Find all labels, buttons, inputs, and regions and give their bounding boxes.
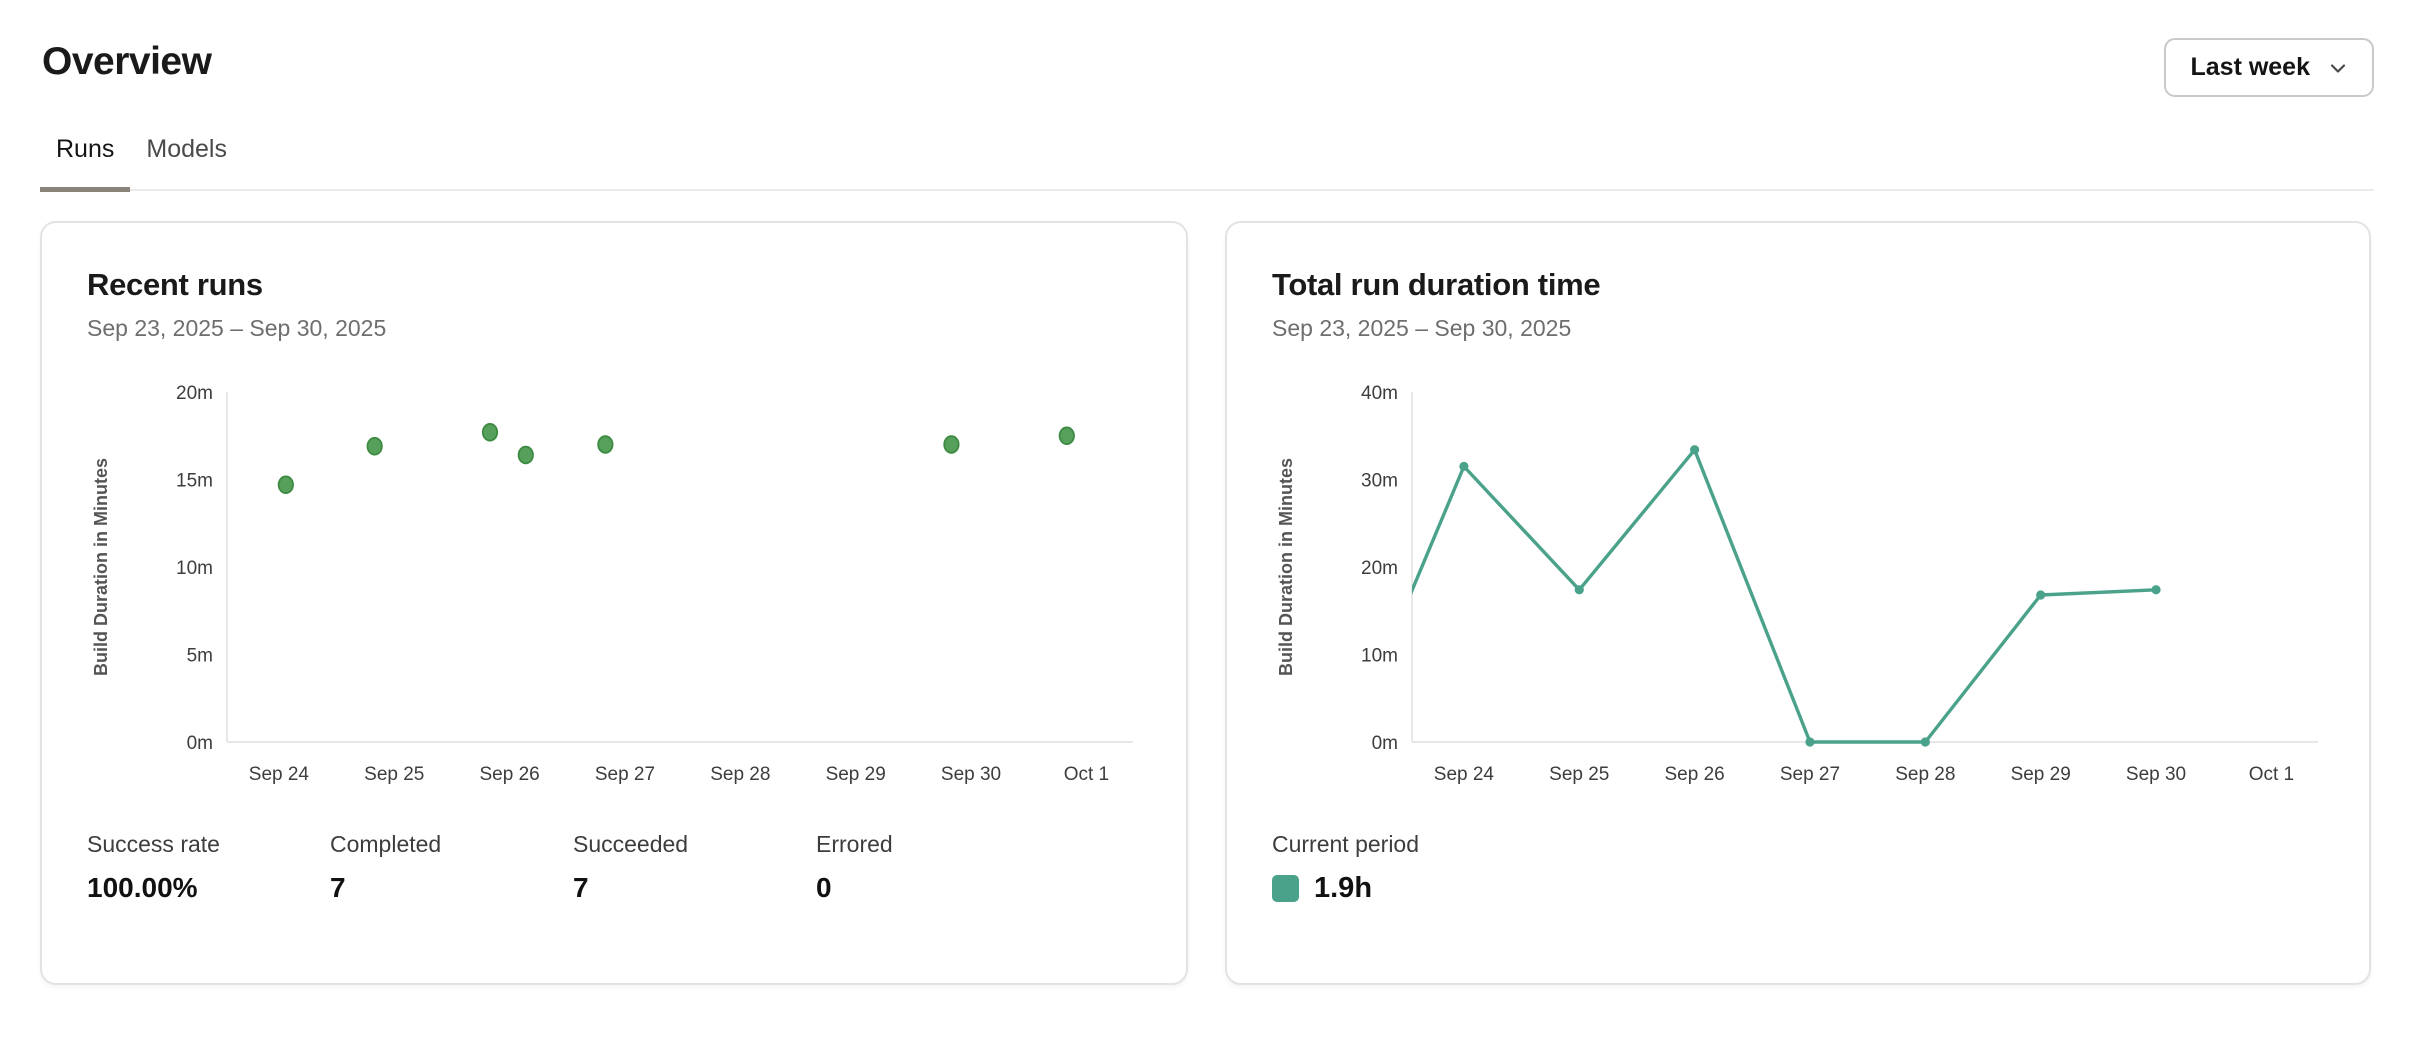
x-tick-label: Sep 28 (710, 764, 770, 785)
stat-value: 7 (573, 872, 589, 903)
stat-succeeded: Succeeded 7 (573, 831, 816, 904)
stat-completed: Completed 7 (330, 831, 573, 904)
run-point (481, 423, 499, 442)
x-tick-label: Oct 1 (1064, 764, 1109, 785)
tab-models-label: Models (146, 135, 227, 163)
chevron-down-icon (2330, 63, 2346, 73)
y-tick-label: 10m (176, 558, 213, 579)
current-period-swatch (1272, 875, 1299, 902)
tab-bar: Runs Models (40, 135, 2374, 192)
x-tick-label: Sep 27 (595, 764, 655, 785)
stat-label: Completed (330, 831, 442, 857)
total-duration-line-chart: 0m 10m 20m 30m 40m Sep 24 Sep 25 Sep 26 Sep 27 Se… (1272, 374, 2324, 795)
run-point (517, 445, 534, 465)
run-point (943, 435, 960, 454)
y-tick-label: 20m (176, 383, 213, 404)
x-tick-label: Sep 29 (826, 764, 886, 785)
cards-row: Recent runs Sep 23, 2025 – Sep 30, 2025 … (40, 221, 2374, 985)
stat-value: 0 (816, 872, 832, 903)
y-axis-label: Build Duration in Minutes (91, 458, 111, 676)
recent-runs-date-range: Sep 23, 2025 – Sep 30, 2025 (87, 315, 387, 341)
x-tick-label: Sep 27 (1780, 764, 1840, 785)
x-tick-label: Sep 24 (1434, 764, 1495, 785)
x-tick-label: Sep 24 (249, 764, 310, 785)
stat-success-rate: Success rate 100.00% (87, 831, 330, 904)
run-point (1058, 426, 1075, 445)
run-point (597, 435, 614, 454)
x-tick-label: Sep 28 (1895, 764, 1955, 785)
total-duration-card: Total run duration time Sep 23, 2025 – S… (1225, 221, 2371, 985)
y-tick-label: 40m (1361, 383, 1398, 404)
stat-label: Errored (816, 831, 893, 857)
tab-runs[interactable]: Runs (40, 135, 131, 192)
y-tick-label: 10m (1361, 646, 1398, 667)
x-tick-label: Sep 26 (480, 764, 540, 785)
y-axis-label: Build Duration in Minutes (1276, 458, 1296, 676)
y-tick-label: 5m (187, 646, 213, 667)
stat-label: Succeeded (573, 831, 689, 857)
legend-label: Current period (1272, 831, 1420, 857)
y-tick-label: 30m (1361, 471, 1398, 492)
tab-runs-label: Runs (56, 135, 115, 163)
period-selector-value: Last week (2190, 53, 2310, 81)
recent-runs-card: Recent runs Sep 23, 2025 – Sep 30, 2025 … (40, 221, 1188, 985)
x-tick-label: Sep 25 (364, 764, 424, 785)
x-tick-label: Oct 1 (2249, 764, 2294, 785)
recent-runs-title: Recent runs (87, 267, 263, 302)
x-tick-label: Sep 25 (1549, 764, 1609, 785)
stat-errored: Errored 0 (816, 831, 1059, 904)
y-tick-label: 0m (1372, 733, 1398, 754)
stat-label: Success rate (87, 831, 220, 857)
current-period-value: 1.9h (1314, 872, 1373, 904)
y-tick-label: 20m (1361, 558, 1398, 579)
line-marker (1805, 737, 1815, 747)
line-marker (1690, 445, 1700, 455)
page-title: Overview (42, 40, 212, 83)
total-duration-date-range: Sep 23, 2025 – Sep 30, 2025 (1272, 315, 1572, 341)
y-tick-label: 0m (187, 733, 213, 754)
stat-value: 7 (330, 872, 346, 903)
x-tick-label: Sep 30 (2126, 764, 2186, 785)
total-duration-title: Total run duration time (1272, 267, 1601, 302)
line-marker (1459, 461, 1469, 471)
line-marker (2151, 585, 2161, 595)
tab-models[interactable]: Models (130, 135, 243, 189)
y-tick-label: 15m (176, 471, 213, 492)
legend-row: 1.9h (1272, 872, 2324, 905)
x-tick-label: Sep 29 (2011, 764, 2071, 785)
period-selector[interactable]: Last week (2164, 38, 2374, 97)
run-point (277, 475, 294, 494)
line-marker (2036, 590, 2046, 600)
line-marker (1574, 585, 1584, 595)
page-header: Overview Last week (40, 26, 2374, 97)
duration-line (1412, 448, 2158, 744)
recent-runs-scatter-chart: 0m 5m 10m 15m 20m Sep 24 Sep 25 Sep 26 Sep 27 Sep… (87, 374, 1141, 795)
line-marker (1344, 737, 1353, 746)
x-tick-label: Sep 30 (941, 764, 1001, 785)
recent-runs-stats: Success rate 100.00% Completed 7 Succeed… (87, 831, 1141, 904)
line-marker (1920, 737, 1930, 747)
x-tick-label: Sep 26 (1665, 764, 1725, 785)
stat-value: 100.00% (87, 872, 198, 903)
run-point (366, 437, 383, 456)
